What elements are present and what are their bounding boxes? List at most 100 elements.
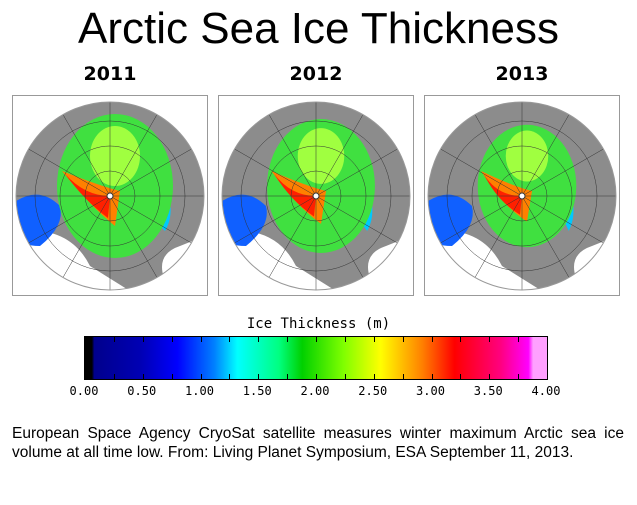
year-label-2013: 2013 [495,63,549,85]
colorbar-tick [171,337,173,342]
thin-ice-baffin [16,194,61,246]
colorbar-tick [287,337,289,342]
year-label-2012: 2012 [289,63,343,85]
ice-pack [477,124,577,248]
meridian [440,195,523,244]
ice-pack [267,119,375,253]
thin-ice-baffin [222,194,267,246]
meridian [521,148,604,197]
colorbar-tick [229,374,231,379]
meridian [109,148,192,197]
colorbar-tick [460,337,462,342]
colorbar-tick [85,374,86,379]
colorbar-tick [113,337,115,342]
ice-map [427,101,617,291]
meridian [315,148,398,197]
colorbar-tick [171,374,173,379]
colorbar-tick [229,337,231,342]
north-pole-marker [312,192,320,200]
meridian [474,195,523,278]
meridian [521,195,604,244]
colorbar-tick [373,374,375,379]
meridian [521,114,570,197]
ice-map [15,101,205,291]
meridian [109,195,158,278]
parallel [496,170,548,222]
colorbar-tick [113,374,115,379]
colorbar-tick [460,374,462,379]
ice-map [221,101,411,291]
parallel [471,145,573,247]
colorbar-tick [431,337,433,342]
meridian [109,195,192,244]
meridian [234,195,317,244]
ice-pack-core [297,128,345,184]
colorbar-tick-label: 3.00 [416,384,445,398]
parallel [59,145,161,247]
meridian [234,148,317,197]
caption: European Space Agency CryoSat satellite … [12,425,624,461]
colorbar-tick [287,374,289,379]
colorbar-tick-label: 4.00 [531,384,561,398]
colorbar-tick-label: 3.50 [473,384,503,398]
meridian [268,114,317,197]
parallel [240,120,392,272]
colorbar-tick [316,337,317,342]
colorbar-tick-label: 0.50 [127,384,157,398]
meridian [474,114,523,197]
colorbar-tick [258,337,260,342]
colorbar-tick [200,337,202,342]
colorbar-tick [344,337,346,342]
colorbar-tick-label: 1.50 [242,384,272,398]
meridian [315,195,398,244]
parallel [34,120,186,272]
colorbar-tick [85,337,86,342]
colorbar-tick [142,374,144,379]
colorbar-tick [547,374,548,379]
colorbar-tick [258,374,260,379]
thick-ice-red [483,174,522,215]
meridian [28,148,111,197]
meridian [28,195,111,244]
colorbar-tick-label: 0.00 [69,384,99,398]
meridian [440,148,523,197]
colorbar-tick [316,374,317,379]
meridian [315,114,364,197]
colorbar-tick-label: 2.00 [300,384,330,398]
page-title: Arctic Sea Ice Thickness [78,4,559,53]
north-pole-marker [106,192,114,200]
meridian [62,195,111,278]
year-label-2011: 2011 [83,63,137,85]
map-border [15,101,205,291]
thick-ice-red [274,174,316,217]
parallel [84,170,136,222]
colorbar-tick [344,374,346,379]
parallel [446,120,598,272]
thin-ice-baffin [428,194,473,246]
colorbar-tick [547,337,548,342]
colorbar-title: Ice Thickness (m) [246,316,391,332]
colorbar-tick [373,337,375,342]
north-pole-marker [518,192,526,200]
parallel [265,145,367,247]
colorbar-tick [142,337,144,342]
colorbar-tick [518,374,520,379]
colorbar-tick [402,337,404,342]
map-2012 [218,95,414,296]
meridian [315,195,364,278]
colorbar-tick [402,374,404,379]
colorbar-tick-label: 2.50 [358,384,388,398]
colorbar-tick [431,374,433,379]
colorbar-tick [518,337,520,342]
colorbar-tick [489,374,491,379]
colorbar [84,336,548,380]
meridian [268,195,317,278]
colorbar-tick [200,374,202,379]
meridian [521,195,570,278]
meridian [62,114,111,197]
map-border [427,101,617,291]
colorbar-tick [489,337,491,342]
meridian [109,114,158,197]
map-border [221,101,411,291]
parallel [290,170,342,222]
